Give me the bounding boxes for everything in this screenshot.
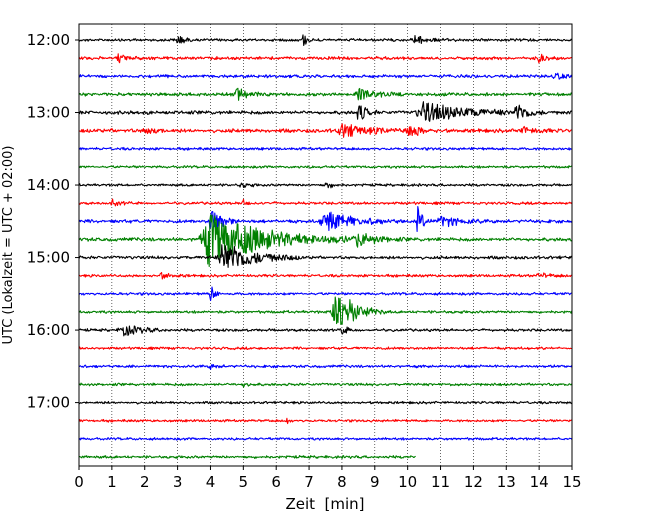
trace-row bbox=[78, 198, 573, 207]
x-tick-label: 1 bbox=[107, 473, 117, 491]
trace-row bbox=[78, 205, 573, 233]
y-axis-title: UTC (Lokalzeit = UTC + 02:00) bbox=[1, 146, 16, 345]
x-tick-label: 10 bbox=[398, 473, 417, 491]
x-axis-title: Zeit [min] bbox=[285, 495, 364, 513]
y-tick-label: 15:00 bbox=[27, 249, 70, 267]
grid-lines bbox=[111, 24, 540, 466]
plot-frame bbox=[78, 23, 573, 467]
x-tick-label: 9 bbox=[370, 473, 380, 491]
x-tick-label: 5 bbox=[239, 473, 249, 491]
trace-row bbox=[78, 436, 573, 441]
x-tick-label: 7 bbox=[304, 473, 314, 491]
x-axis: 0 1 2 3 4 5 6 7 8 9 10 11 12 13 14 15 bbox=[74, 466, 582, 491]
x-tick-label: 0 bbox=[74, 473, 84, 491]
y-tick-label: 17:00 bbox=[27, 394, 70, 412]
y-tick-label: 12:00 bbox=[27, 31, 70, 49]
trace-row bbox=[78, 363, 573, 371]
x-tick-label: 8 bbox=[337, 473, 347, 491]
trace-row bbox=[78, 382, 573, 388]
trace-row bbox=[78, 87, 573, 101]
y-tick-label: 13:00 bbox=[27, 104, 70, 122]
trace-row bbox=[78, 123, 573, 138]
seismic-traces bbox=[78, 34, 573, 459]
trace-row bbox=[78, 325, 572, 337]
y-axis: 12:00 13:00 14:00 15:00 16:00 17:00 bbox=[27, 31, 79, 412]
trace-row bbox=[78, 72, 573, 80]
trace-row bbox=[78, 417, 573, 425]
x-tick-label: 4 bbox=[206, 473, 216, 491]
trace-row bbox=[78, 101, 573, 122]
x-tick-label: 11 bbox=[431, 473, 450, 491]
trace-row bbox=[78, 244, 573, 268]
trace-row bbox=[78, 182, 573, 189]
trace-row bbox=[79, 455, 416, 459]
trace-row bbox=[78, 346, 572, 351]
trace-row bbox=[78, 165, 573, 169]
x-tick-label: 12 bbox=[464, 473, 483, 491]
y-tick-label: 16:00 bbox=[27, 321, 70, 339]
y-tick-label: 14:00 bbox=[27, 176, 70, 194]
x-tick-label: 15 bbox=[562, 473, 581, 491]
trace-row bbox=[78, 296, 573, 325]
trace-row bbox=[78, 53, 572, 64]
trace-row bbox=[78, 34, 573, 47]
x-tick-label: 6 bbox=[271, 473, 281, 491]
trace-row bbox=[78, 286, 573, 302]
x-tick-label: 2 bbox=[140, 473, 150, 491]
trace-row bbox=[78, 400, 573, 405]
trace-row bbox=[78, 146, 572, 151]
trace-row bbox=[78, 271, 572, 280]
trace-row bbox=[78, 214, 573, 268]
x-tick-label: 13 bbox=[497, 473, 516, 491]
x-tick-label: 14 bbox=[530, 473, 549, 491]
x-tick-label: 3 bbox=[173, 473, 183, 491]
